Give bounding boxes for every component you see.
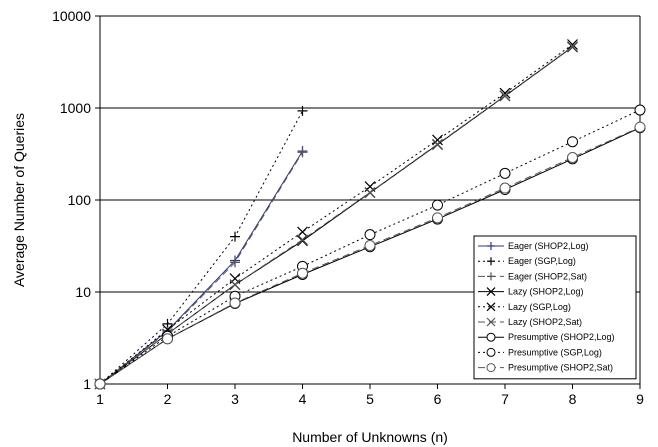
series-line-5 xyxy=(99,46,573,385)
legend-entry-0: Eager (SHOP2,Log) xyxy=(478,241,589,251)
x-tick-labels: 1 2 3 4 5 6 7 8 9 xyxy=(96,391,644,407)
series-8 xyxy=(94,121,646,390)
legend-box xyxy=(473,235,637,380)
series-group xyxy=(94,39,646,390)
legend-entry-8: Presumptive (SHOP2,Sat) xyxy=(478,363,613,373)
data-point-4-7 xyxy=(567,39,578,50)
legend-entry-5: Lazy (SHOP2,Sat) xyxy=(478,317,582,327)
series-line-3 xyxy=(99,46,573,385)
data-point-3-3 xyxy=(297,235,308,247)
legend-entry-2: Eager (SHOP2,Sat) xyxy=(478,271,587,281)
legend-marker-8 xyxy=(486,363,496,373)
data-point-4-6 xyxy=(499,87,511,99)
data-point-8-4 xyxy=(364,240,376,252)
data-point-8-1 xyxy=(162,333,173,345)
x-tick-label-9: 9 xyxy=(636,391,644,407)
data-point-1-2 xyxy=(230,231,240,242)
x-tick-label-3: 3 xyxy=(231,391,239,407)
data-point-5-2 xyxy=(229,279,241,291)
axes xyxy=(95,15,641,389)
series-line-4 xyxy=(99,44,573,385)
data-point-4-5 xyxy=(432,134,443,146)
data-point-5-6 xyxy=(499,90,511,102)
data-point-7-7 xyxy=(567,136,578,148)
x-axis-title: Number of Unknowns (n) xyxy=(292,429,448,445)
legend-label-8: Presumptive (SHOP2,Sat) xyxy=(508,363,613,373)
legend-marker-0 xyxy=(487,242,495,250)
data-point-1-3 xyxy=(297,105,308,116)
legend-entry-3: Lazy (SHOP2,Log) xyxy=(478,287,584,297)
legend-entry-4: Lazy (SGP,Log) xyxy=(478,302,571,312)
y-axis-title: Average Number of Queries xyxy=(11,113,27,287)
legend: Eager (SHOP2,Log) Eager (SGP,Log) Eager (S… xyxy=(473,235,637,380)
data-point-8-7 xyxy=(567,151,578,163)
data-point-4-3 xyxy=(297,226,308,238)
y-tick-labels: 1 10 100 1000 10000 xyxy=(52,8,91,392)
legend-label-3: Lazy (SHOP2,Log) xyxy=(508,287,584,297)
y-tick-label-10000: 10000 xyxy=(52,8,91,24)
legend-marker-2 xyxy=(487,272,495,281)
x-tick-label-5: 5 xyxy=(366,391,374,407)
y-tick-label-1: 1 xyxy=(83,376,91,392)
data-point-5-7 xyxy=(567,41,578,53)
data-point-7-5 xyxy=(432,199,443,211)
y-tick-label-100: 100 xyxy=(68,192,92,208)
legend-marker-4 xyxy=(486,302,496,312)
legend-marker-6 xyxy=(486,332,496,342)
legend-entry-6: Presumptive (SHOP2,Log) xyxy=(478,332,615,342)
legend-marker-1 xyxy=(487,257,495,266)
legend-label-0: Eager (SHOP2,Log) xyxy=(508,241,589,251)
data-point-8-5 xyxy=(432,212,443,224)
data-point-7-4 xyxy=(364,229,376,241)
legend-label-6: Presumptive (SHOP2,Log) xyxy=(508,332,615,342)
x-tick-label-8: 8 xyxy=(569,391,577,407)
legend-label-1: Eager (SGP,Log) xyxy=(508,256,576,266)
series-line-1 xyxy=(99,110,303,385)
data-point-2-2 xyxy=(230,257,240,268)
data-point-5-4 xyxy=(364,186,376,198)
x-tick-label-4: 4 xyxy=(299,391,307,407)
series-4 xyxy=(94,39,578,390)
legend-marker-5 xyxy=(486,317,496,327)
series-line-8 xyxy=(99,126,641,385)
series-line-2 xyxy=(99,152,303,385)
data-point-5-3 xyxy=(297,234,308,246)
legend-entry-7: Presumptive (SGP,Log) xyxy=(478,347,602,357)
y-tick-label-1000: 1000 xyxy=(60,100,91,116)
data-point-8-0 xyxy=(94,378,106,390)
legend-label-4: Lazy (SGP,Log) xyxy=(508,302,571,312)
y-tick-label-10: 10 xyxy=(75,284,91,300)
legend-label-7: Presumptive (SGP,Log) xyxy=(508,347,602,357)
data-point-5-5 xyxy=(432,138,443,150)
data-point-7-8 xyxy=(634,104,646,116)
series-line-0 xyxy=(99,150,303,385)
legend-marker-3 xyxy=(486,287,496,297)
legend-label-2: Eager (SHOP2,Sat) xyxy=(508,271,587,281)
data-point-7-6 xyxy=(499,167,511,179)
legend-label-5: Lazy (SHOP2,Sat) xyxy=(508,317,582,327)
data-point-8-3 xyxy=(297,267,308,279)
x-tick-label-7: 7 xyxy=(501,391,509,407)
data-point-8-6 xyxy=(499,182,511,194)
x-tick-label-1: 1 xyxy=(96,391,104,407)
legend-entry-1: Eager (SGP,Log) xyxy=(478,256,576,266)
data-point-8-2 xyxy=(229,297,241,309)
x-tick-label-2: 2 xyxy=(164,391,172,407)
legend-marker-7 xyxy=(486,347,496,357)
data-point-8-8 xyxy=(634,121,646,133)
x-tick-label-6: 6 xyxy=(434,391,442,407)
data-point-2-3 xyxy=(297,147,308,158)
